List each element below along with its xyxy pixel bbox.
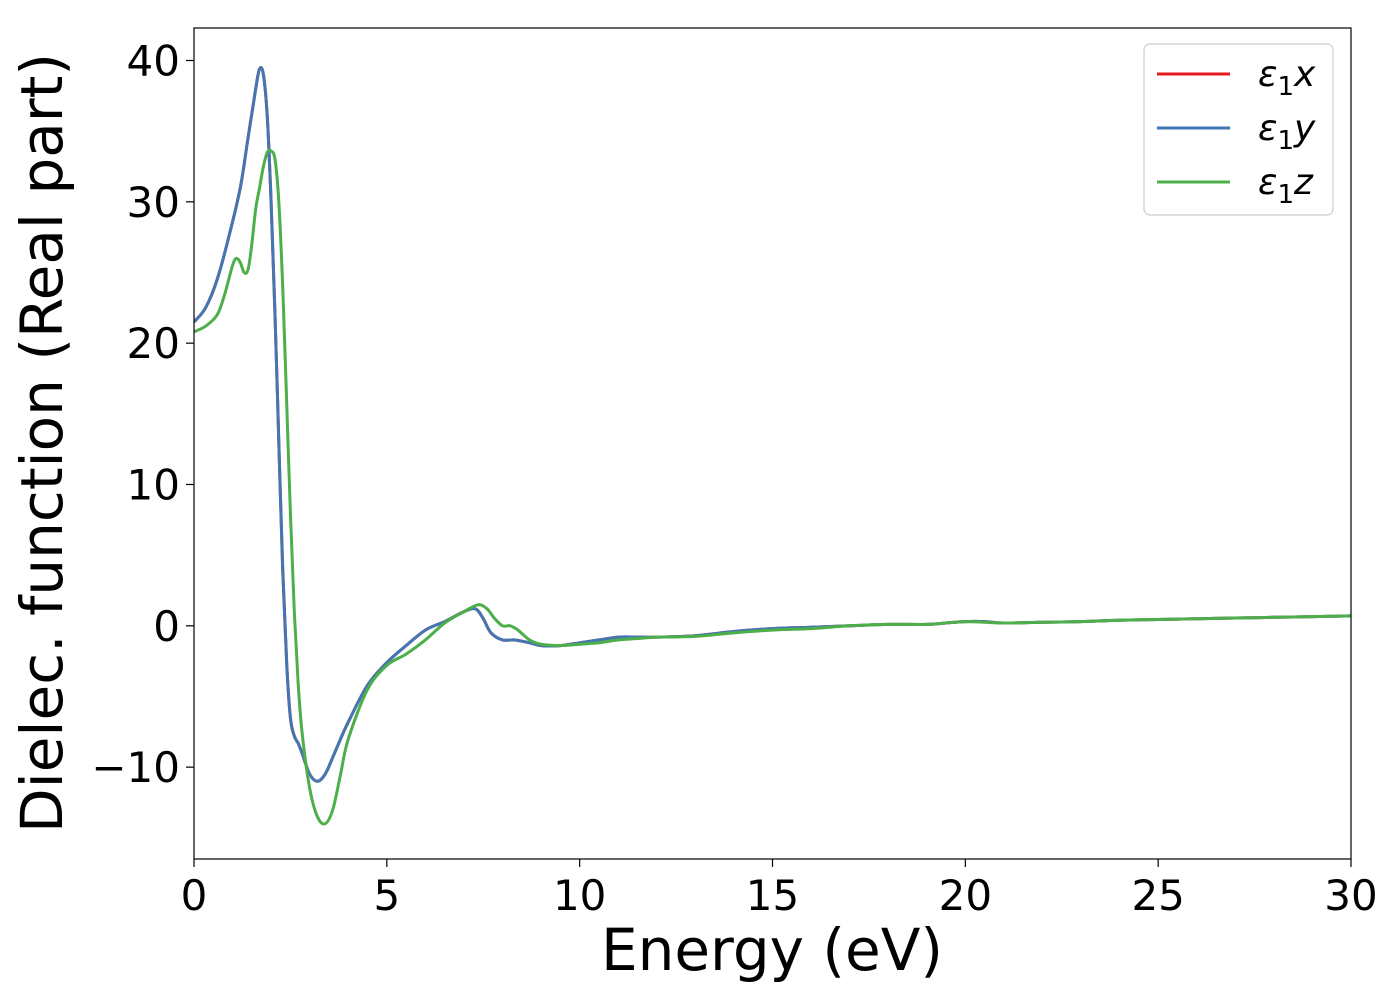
y-tick-label: 20 bbox=[127, 319, 180, 368]
y-axis: −10 0 10 20 30 40 bbox=[91, 37, 194, 792]
x-tick-label: 10 bbox=[553, 871, 606, 920]
y-tick-label: 0 bbox=[153, 602, 180, 651]
legend-label-y: ε1y bbox=[1258, 108, 1316, 156]
x-axis-label: Energy (eV) bbox=[601, 916, 943, 984]
x-axis: 0 5 10 15 20 25 30 bbox=[181, 859, 1378, 920]
x-tick-label: 15 bbox=[746, 871, 799, 920]
y-tick-label: −10 bbox=[91, 743, 180, 792]
x-tick-label: 25 bbox=[1131, 871, 1184, 920]
legend-label-x: ε1x bbox=[1258, 54, 1316, 102]
series-layer bbox=[194, 66, 1351, 826]
legend: ε1x ε1y ε1z bbox=[1143, 43, 1334, 216]
x-tick-label: 30 bbox=[1324, 871, 1377, 920]
series-line-z bbox=[194, 148, 1351, 826]
legend-label-z: ε1z bbox=[1258, 162, 1314, 210]
y-axis-label: Dielec. function (Real part) bbox=[8, 53, 76, 833]
legend-box bbox=[1143, 43, 1334, 216]
y-tick-label: 10 bbox=[127, 460, 180, 509]
y-tick-label: 30 bbox=[127, 178, 180, 227]
x-tick-label: 0 bbox=[181, 871, 208, 920]
x-tick-label: 5 bbox=[373, 871, 400, 920]
y-tick-label: 40 bbox=[127, 37, 180, 86]
x-tick-label: 20 bbox=[939, 871, 992, 920]
